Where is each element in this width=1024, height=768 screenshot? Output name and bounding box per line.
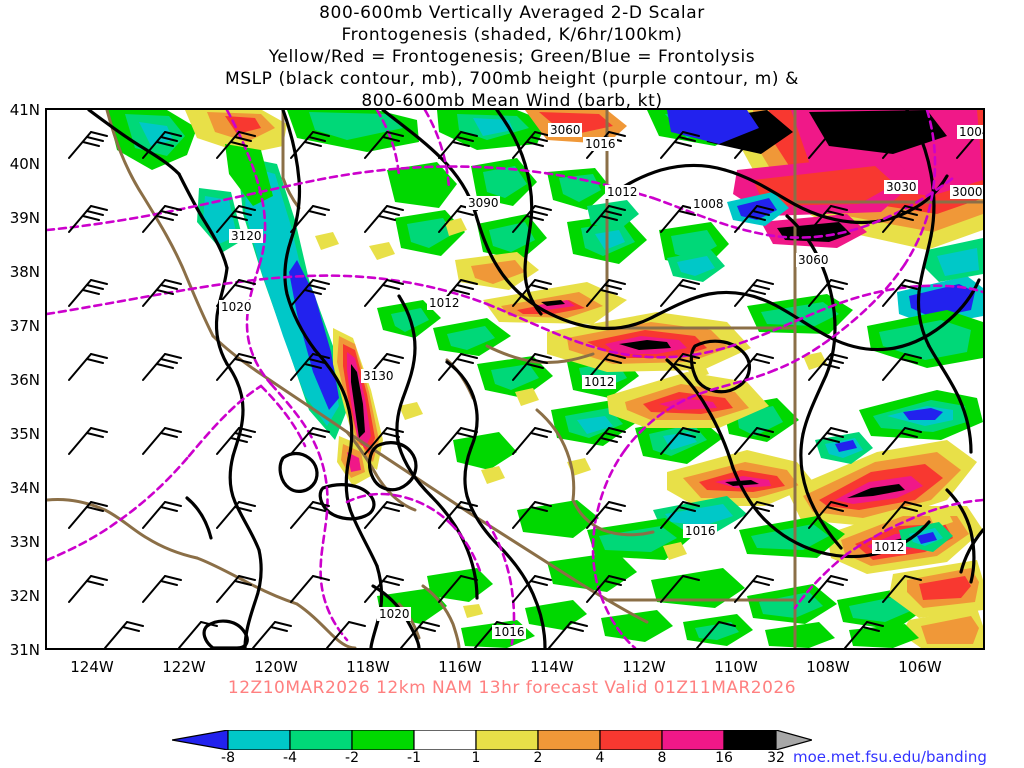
colorbar-tick: -1	[407, 750, 421, 766]
colorbar-tick: 8	[657, 750, 667, 766]
mslp-label: 1020	[219, 300, 253, 314]
lon-label: 118W	[346, 658, 390, 676]
map-canvas: 1020 1016 1012 1012 1008 1004 1012 1016 …	[47, 110, 983, 648]
mslp-contours	[87, 110, 983, 648]
svg-text:1016: 1016	[585, 137, 616, 151]
svg-text:3060: 3060	[798, 253, 829, 267]
lat-label: 41N	[9, 101, 40, 119]
title-line-1: 800-600mb Vertically Averaged 2-D Scalar	[319, 3, 705, 23]
colorbar-swatches	[171, 729, 815, 751]
lat-label: 38N	[9, 263, 40, 281]
chart-title-block: 800-600mb Vertically Averaged 2-D Scalar…	[0, 2, 1024, 112]
lon-label: 106W	[898, 658, 942, 676]
svg-text:1012: 1012	[874, 540, 905, 554]
colorbar-tick: -8	[221, 750, 235, 766]
title-line-2: Frontogenesis (shaded, K/6hr/100km)	[341, 25, 683, 45]
mslp-label: 1016	[583, 137, 617, 151]
lat-label: 34N	[9, 479, 40, 497]
colorbar-tick-labels: -8 -4 -2 -1 1 2 4 8 16 32	[172, 750, 812, 768]
colorbar-right-arrow	[775, 729, 815, 751]
height-label: 3000	[950, 185, 983, 199]
mslp-label: 1016	[683, 524, 717, 538]
lat-label: 37N	[9, 317, 40, 335]
title-line-5: 800-600mb Mean Wind (barb, kt)	[361, 91, 663, 111]
lon-label: 114W	[530, 658, 574, 676]
mslp-label: 1012	[872, 540, 906, 554]
lat-label: 40N	[9, 155, 40, 173]
svg-text:1012: 1012	[607, 185, 638, 199]
lat-label: 33N	[9, 533, 40, 551]
colorbar-tick: -4	[283, 750, 297, 766]
mslp-label: 1008	[691, 197, 725, 211]
svg-text:3120: 3120	[231, 229, 262, 243]
svg-text:1020: 1020	[379, 607, 410, 621]
svg-text:1020: 1020	[221, 300, 252, 314]
lon-label: 122W	[162, 658, 206, 676]
height-label: 3120	[229, 229, 263, 243]
height-label: 3060	[796, 253, 830, 267]
lon-label: 108W	[806, 658, 850, 676]
colorbar-tick: 1	[471, 750, 481, 766]
lon-label: 124W	[70, 658, 114, 676]
height-label: 3060	[548, 123, 582, 137]
lat-label: 32N	[9, 587, 40, 605]
svg-text:3030: 3030	[886, 180, 917, 194]
mslp-label: 1004	[957, 125, 983, 139]
height-label: 3090	[466, 196, 500, 210]
title-line-3: Yellow/Red = Frontogenesis; Green/Blue =…	[268, 47, 756, 67]
wind-barbs	[68, 131, 983, 648]
svg-text:1004: 1004	[959, 125, 983, 139]
svg-text:3090: 3090	[468, 196, 499, 210]
svg-text:1016: 1016	[494, 625, 525, 639]
mslp-label: 1012	[427, 296, 461, 310]
source-url[interactable]: moe.met.fsu.edu/banding	[793, 748, 987, 766]
colorbar-tick: 4	[595, 750, 605, 766]
svg-text:3000: 3000	[952, 185, 983, 199]
height-label: 3030	[884, 180, 918, 194]
svg-text:1016: 1016	[685, 524, 716, 538]
colorbar-tick: 32	[767, 750, 785, 766]
svg-text:1008: 1008	[693, 197, 724, 211]
mslp-label: 1012	[582, 375, 616, 389]
svg-text:3130: 3130	[363, 369, 394, 383]
lon-label: 116W	[438, 658, 482, 676]
title-line-4: MSLP (black contour, mb), 700mb height (…	[224, 69, 800, 89]
contour-labels: 1020 1016 1012 1012 1008 1004 1012 1016 …	[219, 123, 983, 639]
svg-text:1012: 1012	[584, 375, 615, 389]
mslp-label: 1012	[605, 185, 639, 199]
colorbar[interactable]: -8 -4 -2 -1 1 2 4 8 16 32	[171, 729, 815, 768]
lon-label: 112W	[622, 658, 666, 676]
height-label: 3130	[361, 369, 395, 383]
colorbar-left-arrow	[171, 729, 229, 751]
forecast-caption: 12Z10MAR2026 12km NAM 13hr forecast Vali…	[227, 678, 797, 698]
svg-text:3060: 3060	[550, 123, 581, 137]
map-plot-area[interactable]: 1020 1016 1012 1012 1008 1004 1012 1016 …	[45, 108, 985, 650]
colorbar-tick: -2	[345, 750, 359, 766]
lat-label: 39N	[9, 209, 40, 227]
lon-label: 110W	[714, 658, 758, 676]
mslp-label: 1016	[492, 625, 526, 639]
frontogenesis-shading	[107, 110, 983, 648]
svg-text:1012: 1012	[429, 296, 460, 310]
colorbar-tick: 16	[715, 750, 733, 766]
lat-label: 35N	[9, 425, 40, 443]
lat-label: 31N	[9, 641, 40, 659]
mslp-label: 1020	[377, 607, 411, 621]
colorbar-tick: 2	[533, 750, 543, 766]
lat-label: 36N	[9, 371, 40, 389]
lon-label: 120W	[254, 658, 298, 676]
